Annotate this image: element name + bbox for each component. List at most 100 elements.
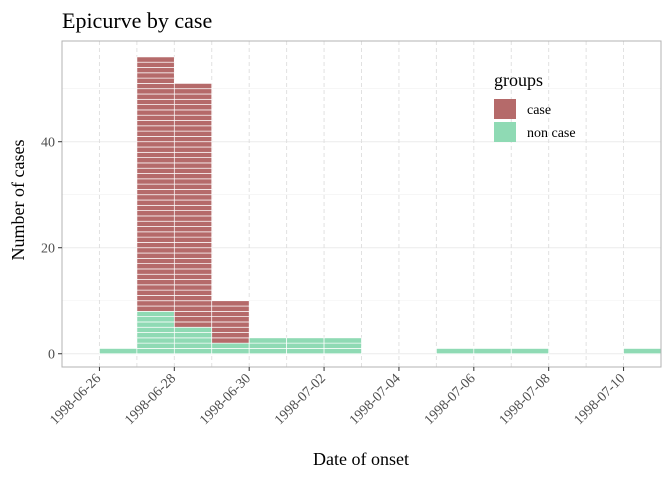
x-tick-label: 1998-07-02 [272, 371, 329, 428]
bar-unit-non-case-1998-06-27 [136, 316, 175, 323]
bar-unit-case-1998-06-28 [173, 204, 213, 211]
bar-unit-non-case-1998-07-10 [623, 348, 662, 355]
x-tick-label: 1998-07-08 [497, 371, 554, 428]
y-tick-label: 0 [48, 348, 55, 363]
bar-unit-non-case-1998-06-30 [248, 337, 287, 344]
bar-unit-non-case-1998-06-27 [136, 310, 175, 317]
bar-unit-case-1998-06-28 [173, 141, 213, 148]
panel-border [61, 40, 662, 368]
bar-unit-case-1998-06-28 [173, 88, 213, 95]
bar-unit-case-1998-06-27 [136, 136, 175, 143]
bar-unit-case-1998-06-27 [136, 151, 175, 158]
bar-unit-case-1998-06-27 [136, 61, 175, 68]
bar-unit-case-1998-06-27 [136, 77, 175, 84]
bar-unit-case-1998-06-27 [136, 120, 175, 127]
bar-unit-case-1998-06-27 [136, 300, 175, 307]
bar-unit-case-1998-06-28 [173, 236, 213, 243]
bar-unit-non-case-1998-07-02 [323, 342, 362, 349]
bar-unit-case-1998-06-28 [173, 242, 213, 249]
bar-unit-case-1998-06-28 [173, 310, 213, 317]
bar-unit-case-1998-06-27 [136, 226, 175, 233]
bars [99, 56, 662, 355]
x-axis-title: Date of onset [313, 449, 409, 469]
bar-unit-case-1998-06-28 [173, 151, 213, 158]
bar-unit-non-case-1998-06-29 [211, 342, 250, 349]
legend-key-non-case [494, 122, 516, 142]
bar-unit-case-1998-06-27 [136, 247, 175, 254]
bar-unit-non-case-1998-07-01 [286, 348, 325, 355]
bar-unit-case-1998-06-28 [173, 120, 213, 127]
bar-unit-case-1998-06-27 [136, 157, 175, 164]
bar-unit-case-1998-06-27 [136, 56, 175, 63]
bar-unit-case-1998-06-28 [173, 109, 213, 116]
bar-unit-case-1998-06-28 [173, 104, 213, 111]
legend: groups case non case [494, 70, 576, 142]
bar-unit-case-1998-06-27 [136, 93, 175, 100]
bar-unit-case-1998-06-29 [211, 316, 250, 323]
bar-unit-case-1998-06-27 [136, 252, 175, 259]
bar-unit-non-case-1998-06-28 [173, 342, 213, 349]
bar-unit-case-1998-06-27 [136, 220, 175, 227]
bar-unit-case-1998-06-27 [136, 263, 175, 270]
bar-unit-non-case-1998-06-27 [136, 321, 175, 328]
x-tick-label: 1998-07-04 [347, 371, 404, 428]
bar-unit-non-case-1998-06-27 [136, 348, 175, 355]
bar-unit-non-case-1998-06-27 [136, 337, 175, 344]
bar-unit-case-1998-06-27 [136, 194, 175, 201]
bar-unit-non-case-1998-06-28 [173, 326, 213, 333]
x-tick-label: 1998-07-06 [422, 371, 479, 428]
bar-unit-case-1998-06-28 [173, 220, 213, 227]
bar-unit-case-1998-06-27 [136, 173, 175, 180]
bar-unit-case-1998-06-27 [136, 273, 175, 280]
bar-unit-case-1998-06-27 [136, 104, 175, 111]
bar-unit-case-1998-06-28 [173, 273, 213, 280]
bar-unit-case-1998-06-29 [211, 321, 250, 328]
bar-unit-non-case-1998-06-30 [248, 348, 287, 355]
bar-unit-case-1998-06-28 [173, 199, 213, 206]
bar-unit-case-1998-06-27 [136, 67, 175, 74]
bar-unit-case-1998-06-28 [173, 263, 213, 270]
bar-unit-case-1998-06-27 [136, 284, 175, 291]
y-tick-label: 40 [41, 136, 55, 151]
x-tick-label: 1998-06-28 [122, 371, 179, 428]
bar-unit-case-1998-06-28 [173, 210, 213, 217]
bar-unit-case-1998-06-29 [211, 337, 250, 344]
bar-unit-non-case-1998-07-02 [323, 337, 362, 344]
bar-unit-case-1998-06-27 [136, 199, 175, 206]
bar-unit-case-1998-06-28 [173, 136, 213, 143]
bar-unit-case-1998-06-27 [136, 178, 175, 185]
bar-unit-case-1998-06-28 [173, 194, 213, 201]
bar-unit-case-1998-06-27 [136, 141, 175, 148]
bar-unit-case-1998-06-27 [136, 295, 175, 302]
bar-unit-non-case-1998-06-27 [136, 332, 175, 339]
bar-unit-non-case-1998-07-06 [473, 348, 512, 355]
bar-unit-case-1998-06-27 [136, 236, 175, 243]
bar-unit-case-1998-06-28 [173, 183, 213, 190]
bar-unit-case-1998-06-28 [173, 173, 213, 180]
bar-unit-case-1998-06-28 [173, 247, 213, 254]
bar-unit-case-1998-06-28 [173, 295, 213, 302]
bar-unit-case-1998-06-28 [173, 98, 213, 105]
bar-unit-non-case-1998-06-28 [173, 337, 213, 344]
bar-unit-case-1998-06-28 [173, 279, 213, 286]
x-tick-label: 1998-06-30 [197, 371, 254, 428]
bar-unit-case-1998-06-28 [173, 189, 213, 196]
bar-unit-case-1998-06-28 [173, 162, 213, 169]
bar-unit-case-1998-06-28 [173, 257, 213, 264]
bar-unit-case-1998-06-28 [173, 93, 213, 100]
y-axis-title: Number of cases [8, 140, 28, 261]
bar-unit-case-1998-06-28 [173, 157, 213, 164]
bar-unit-case-1998-06-29 [211, 305, 250, 312]
bar-unit-case-1998-06-28 [173, 167, 213, 174]
bar-unit-case-1998-06-28 [173, 289, 213, 296]
bar-unit-case-1998-06-28 [173, 125, 213, 132]
bar-unit-non-case-1998-06-27 [136, 326, 175, 333]
x-tick-label: 1998-07-10 [572, 371, 629, 428]
bar-unit-non-case-1998-07-05 [436, 348, 475, 355]
bar-unit-non-case-1998-07-01 [286, 337, 325, 344]
bar-unit-case-1998-06-27 [136, 242, 175, 249]
bar-unit-case-1998-06-27 [136, 146, 175, 153]
bar-unit-non-case-1998-07-02 [323, 348, 362, 355]
bar-unit-case-1998-06-28 [173, 114, 213, 121]
bar-unit-non-case-1998-06-28 [173, 348, 213, 355]
